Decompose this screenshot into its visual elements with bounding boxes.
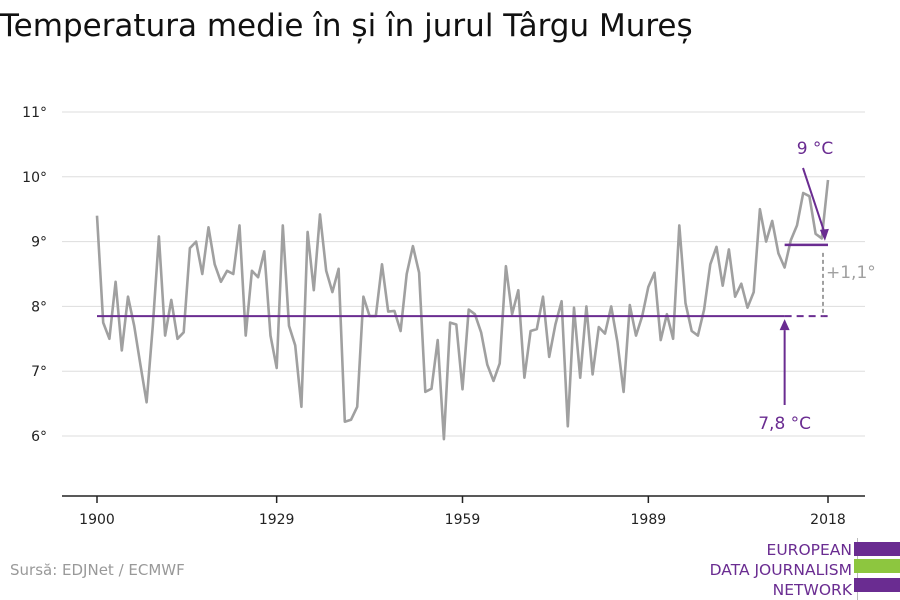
y-tick-label: 8°	[31, 299, 47, 315]
reference-lines: +1,1° 7,8 °C 9 °C	[97, 139, 876, 434]
series-group	[95, 179, 830, 441]
chart-title: Temperatura medie în și în jurul Târgu M…	[0, 8, 693, 44]
x-tick-label: 1989	[631, 512, 667, 528]
difference-label: +1,1°	[826, 263, 876, 283]
y-tick-label: 10°	[22, 170, 47, 186]
logo-line-3: NETWORK	[772, 581, 852, 599]
logo-bar-purple-bottom	[854, 578, 900, 592]
logo-bar-green	[854, 559, 900, 573]
edjnet-logo: EUROPEAN DATA JOURNALISM NETWORK	[700, 538, 900, 600]
baseline-arrow-head	[779, 319, 790, 331]
temperature-series-line	[95, 179, 830, 441]
logo-line-2: DATA JOURNALISM	[709, 561, 852, 579]
y-tick-label: 11°	[22, 105, 47, 121]
recent-average-label: 9 °C	[797, 139, 834, 159]
logo-bar-purple-top	[854, 542, 900, 556]
logo-line-1: EUROPEAN	[766, 541, 852, 559]
x-axis: 1900 1929 1959 1989 2018	[62, 495, 865, 528]
source-note: Sursă: EDJNet / ECMWF	[10, 561, 185, 579]
x-tick-label: 1929	[259, 512, 295, 528]
logo-text: EUROPEAN DATA JOURNALISM NETWORK	[710, 540, 852, 600]
baseline-average-label: 7,8 °C	[758, 414, 811, 434]
x-tick-label: 1900	[79, 512, 115, 528]
y-tick-label: 9°	[31, 235, 47, 251]
x-tick-label: 2018	[810, 512, 846, 528]
y-tick-label: 7°	[31, 364, 47, 380]
x-tick-label: 1959	[445, 512, 481, 528]
recent-arrow-shaft	[802, 167, 825, 232]
y-tick-label: 6°	[31, 429, 47, 445]
y-axis: 6° 7° 8° 9° 10° 11°	[22, 105, 47, 445]
recent-arrow-head	[819, 228, 829, 241]
